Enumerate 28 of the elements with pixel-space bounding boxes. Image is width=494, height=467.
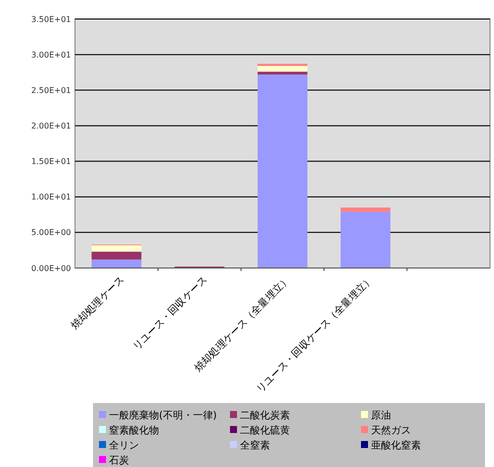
y-tick-label: 3.00E+01 — [31, 50, 71, 60]
y-tick-label: 1.00E+01 — [31, 192, 71, 202]
y-tick-label: 5.00E+00 — [31, 228, 71, 238]
legend-label: 原油 — [371, 410, 391, 422]
y-tick-label: 3.50E+01 — [31, 14, 71, 24]
bar — [340, 212, 390, 268]
bar — [258, 74, 308, 268]
legend-label: 天然ガス — [371, 424, 411, 436]
y-tick-label: 2.00E+01 — [31, 122, 71, 131]
y-tick-label: 1.50E+01 — [31, 157, 71, 166]
legend-label: 窒素酸化物 — [109, 424, 159, 436]
y-tick-label: 2.50E+01 — [31, 86, 71, 95]
legend-label: 二酸化硫黄 — [240, 424, 290, 436]
bar — [258, 72, 308, 74]
legend-label: 亜酸化窒素 — [371, 440, 421, 452]
legend-label: 石炭 — [109, 454, 129, 466]
bar — [92, 245, 142, 252]
x-tick-label: 焼却処理ケース — [68, 274, 127, 332]
legend-label: 全窒素 — [240, 440, 270, 452]
bar — [340, 208, 390, 212]
bar — [258, 66, 308, 72]
legend-label: 二酸化炭素 — [240, 410, 290, 422]
legend-label: 一般廃棄物(不明・一律) — [109, 410, 217, 422]
bar — [92, 252, 142, 260]
y-tick-label: 0.00E+00 — [31, 264, 71, 273]
legend-label: 全リン — [109, 440, 139, 452]
x-tick-label: リユース・回収ケース — [130, 274, 210, 353]
bar — [92, 259, 142, 268]
